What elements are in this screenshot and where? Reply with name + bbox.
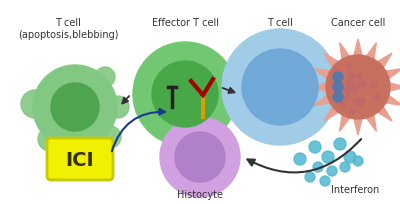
Circle shape: [348, 72, 354, 78]
Circle shape: [352, 88, 358, 94]
Circle shape: [349, 109, 355, 115]
Circle shape: [334, 82, 340, 88]
Circle shape: [357, 101, 363, 106]
Circle shape: [51, 84, 99, 131]
Circle shape: [305, 172, 315, 182]
Text: Histocyte: Histocyte: [177, 189, 223, 199]
Circle shape: [294, 153, 306, 165]
Circle shape: [374, 95, 380, 101]
Circle shape: [160, 118, 240, 197]
Text: T cell
(apoptosis,blebbing): T cell (apoptosis,blebbing): [18, 18, 118, 39]
Circle shape: [336, 92, 342, 98]
Circle shape: [327, 166, 337, 176]
Circle shape: [353, 156, 363, 166]
Circle shape: [313, 162, 323, 172]
Circle shape: [95, 68, 115, 88]
Circle shape: [334, 69, 340, 75]
Circle shape: [358, 83, 364, 89]
Circle shape: [242, 50, 318, 125]
Circle shape: [326, 56, 390, 119]
Circle shape: [107, 96, 129, 118]
Circle shape: [350, 84, 356, 91]
Circle shape: [133, 43, 237, 146]
FancyBboxPatch shape: [47, 138, 113, 180]
Circle shape: [333, 83, 343, 93]
Circle shape: [358, 98, 364, 104]
Text: Effector T cell: Effector T cell: [152, 18, 218, 28]
Circle shape: [333, 93, 343, 102]
Circle shape: [309, 141, 321, 153]
Circle shape: [322, 151, 334, 163]
Circle shape: [21, 91, 49, 118]
Text: ICI: ICI: [66, 150, 94, 169]
Circle shape: [340, 102, 346, 108]
Text: Cancer cell: Cancer cell: [331, 18, 385, 28]
Circle shape: [222, 30, 338, 145]
Circle shape: [353, 99, 359, 105]
Circle shape: [371, 82, 377, 88]
Circle shape: [356, 74, 362, 80]
Circle shape: [333, 73, 343, 83]
Circle shape: [344, 88, 350, 94]
Text: T cell: T cell: [267, 18, 293, 28]
Text: Interferon: Interferon: [331, 184, 379, 194]
Circle shape: [320, 176, 330, 186]
Circle shape: [346, 80, 352, 86]
Circle shape: [359, 99, 365, 105]
Circle shape: [99, 126, 121, 148]
Polygon shape: [310, 40, 400, 135]
Circle shape: [33, 66, 117, 149]
Circle shape: [345, 95, 351, 101]
Circle shape: [340, 162, 350, 172]
Circle shape: [360, 81, 366, 87]
Circle shape: [152, 62, 218, 127]
Circle shape: [348, 75, 354, 81]
Circle shape: [346, 64, 352, 71]
Circle shape: [38, 127, 62, 151]
Circle shape: [69, 138, 91, 160]
Circle shape: [175, 132, 225, 182]
Circle shape: [334, 138, 346, 150]
Circle shape: [344, 151, 356, 163]
